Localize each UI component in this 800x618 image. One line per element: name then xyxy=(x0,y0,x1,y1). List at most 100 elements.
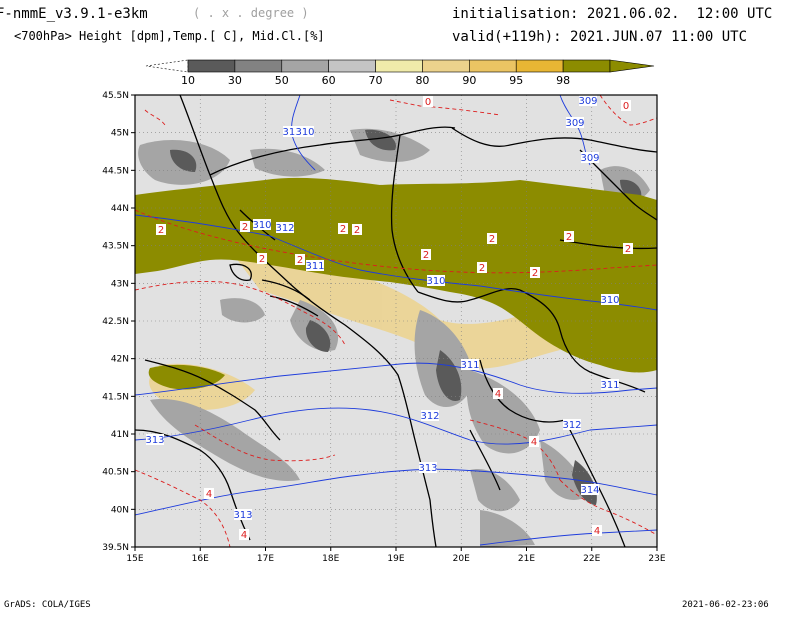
height-label-bg xyxy=(306,260,324,271)
height-contour-label: 311 xyxy=(460,360,479,371)
temp-label-bg xyxy=(487,233,497,244)
temperature-contour-label: 2 xyxy=(532,268,538,279)
height-label-bg xyxy=(461,359,479,370)
temp-label-bg xyxy=(623,243,633,254)
height-label-bg xyxy=(276,222,294,233)
temperature-contour-label: 4 xyxy=(206,489,212,500)
lon-tick-label: 15E xyxy=(126,554,143,564)
lat-tick-label: 45.5N xyxy=(102,91,129,101)
latitude-axis: 45.5N 45N 44.5N 44N 43.5N 43N 42.5N 42N 41.5N 41N… xyxy=(102,91,135,553)
colorbar-tick-label: 70 xyxy=(369,74,383,87)
temperature-contour-label: 2 xyxy=(158,225,164,236)
height-label-bg xyxy=(601,294,619,305)
colorbar-swatch xyxy=(469,59,517,73)
temp-label-bg xyxy=(529,436,539,447)
colorbar-tick-label: 10 xyxy=(181,74,195,87)
lat-tick-label: 39.5N xyxy=(102,543,129,553)
temperature-contour-label: 2 xyxy=(489,234,495,245)
height-label-bg xyxy=(581,484,599,495)
init-label: initialisation: xyxy=(452,6,579,22)
valid-value: 2021.JUN.07 11:00 UTC xyxy=(570,29,748,45)
height-label-bg xyxy=(146,434,164,445)
height-label-bg xyxy=(283,126,301,137)
colorbar-swatch xyxy=(562,59,611,73)
colorbar-tick-label: 98 xyxy=(556,74,570,87)
lon-tick-label: 21E xyxy=(518,554,535,564)
lon-tick-label: 23E xyxy=(648,554,665,564)
height-label-bg xyxy=(566,117,584,128)
height-contour-label: 312 xyxy=(420,411,439,422)
colorbar-swatch xyxy=(375,59,423,73)
model-unit: ( . x . degree ) xyxy=(193,6,309,20)
colorbar-swatch xyxy=(515,59,564,73)
height-contour-label: 309 xyxy=(578,96,597,107)
temperature-contour-label: 2 xyxy=(259,254,265,265)
temperature-contour-label: 0 xyxy=(623,101,629,112)
lat-tick-label: 44.5N xyxy=(102,166,129,176)
lon-tick-label: 18E xyxy=(322,554,339,564)
lat-tick-label: 44N xyxy=(111,204,129,214)
temp-label-bg xyxy=(493,388,503,399)
height-label-bg xyxy=(296,126,314,137)
temp-label-bg xyxy=(423,96,433,107)
temperature-contour-label: 2 xyxy=(242,222,248,233)
colorbar-swatch xyxy=(187,59,236,73)
colorbar-low-arrow xyxy=(145,59,189,73)
temp-label-bg xyxy=(338,223,348,234)
height-contour-label: 313 xyxy=(418,463,437,474)
temperature-contour-label: 2 xyxy=(566,232,572,243)
height-contour-label: 314 xyxy=(580,485,599,496)
temperature-contour-label: 0 xyxy=(425,97,431,108)
height-contour-label: 313 xyxy=(145,435,164,446)
colorbar-tick-label: 90 xyxy=(462,74,476,87)
lat-tick-label: 45N xyxy=(111,129,129,139)
lat-tick-label: 42N xyxy=(111,355,129,365)
colorbar-swatch xyxy=(422,59,470,73)
height-label-bg xyxy=(253,219,271,230)
lat-tick-label: 42.5N xyxy=(102,317,129,327)
colorbar-tick-label: 80 xyxy=(415,74,429,87)
height-contour-label: 312 xyxy=(275,223,294,234)
height-contour-label: 310 xyxy=(600,295,619,306)
temp-label-bg xyxy=(530,267,540,278)
height-contour-label: 313 xyxy=(282,127,301,138)
footer-credit: GrADS: COLA/IGES xyxy=(4,600,91,610)
lat-tick-label: 40N xyxy=(111,505,129,515)
colorbar-tick-label: 50 xyxy=(275,74,289,87)
temperature-contour-label: 4 xyxy=(241,530,247,541)
height-contour-label: 313 xyxy=(233,510,252,521)
variable-description: <700hPa> Height [dpm],Temp.[ C], Mid.Cl.… xyxy=(14,29,325,43)
height-label-bg xyxy=(427,275,445,286)
lon-tick-label: 20E xyxy=(453,554,470,564)
temp-label-bg xyxy=(240,221,250,232)
lat-tick-label: 41N xyxy=(111,430,129,440)
colorbar-high-arrow xyxy=(609,59,655,73)
temperature-contour-label: 2 xyxy=(479,263,485,274)
temperature-contour-label: 2 xyxy=(423,250,429,261)
temp-label-bg xyxy=(352,224,362,235)
longitude-axis: 15E 16E 17E 18E 19E 20E 21E 22E 23E xyxy=(126,547,666,564)
model-title: F-nmmE_v3.9.1-e3km xyxy=(0,6,148,22)
temperature-contour-label: 2 xyxy=(297,255,303,266)
height-label-bg xyxy=(579,95,597,106)
temp-label-bg xyxy=(156,224,166,235)
height-contour-label: 309 xyxy=(565,118,584,129)
temp-label-bg xyxy=(295,254,305,265)
temp-label-bg xyxy=(564,231,574,242)
colorbar-swatch xyxy=(328,59,376,73)
height-contour-label: 312 xyxy=(562,420,581,431)
temperature-contour-label: 4 xyxy=(531,437,537,448)
height-label-bg xyxy=(234,509,252,520)
lon-tick-label: 22E xyxy=(583,554,600,564)
lon-tick-label: 17E xyxy=(257,554,274,564)
colorbar-swatch xyxy=(234,59,283,73)
temp-label-bg xyxy=(592,525,602,536)
lat-tick-label: 41.5N xyxy=(102,392,129,402)
height-label-bg xyxy=(421,410,439,421)
temp-label-bg xyxy=(204,488,214,499)
temperature-contour-label: 4 xyxy=(495,389,501,400)
initialisation-time: initialisation: 2021.06.02. 12:00 UTC xyxy=(452,6,772,22)
temperature-contour-label: 2 xyxy=(625,244,631,255)
height-contour-label: 310 xyxy=(252,220,271,231)
